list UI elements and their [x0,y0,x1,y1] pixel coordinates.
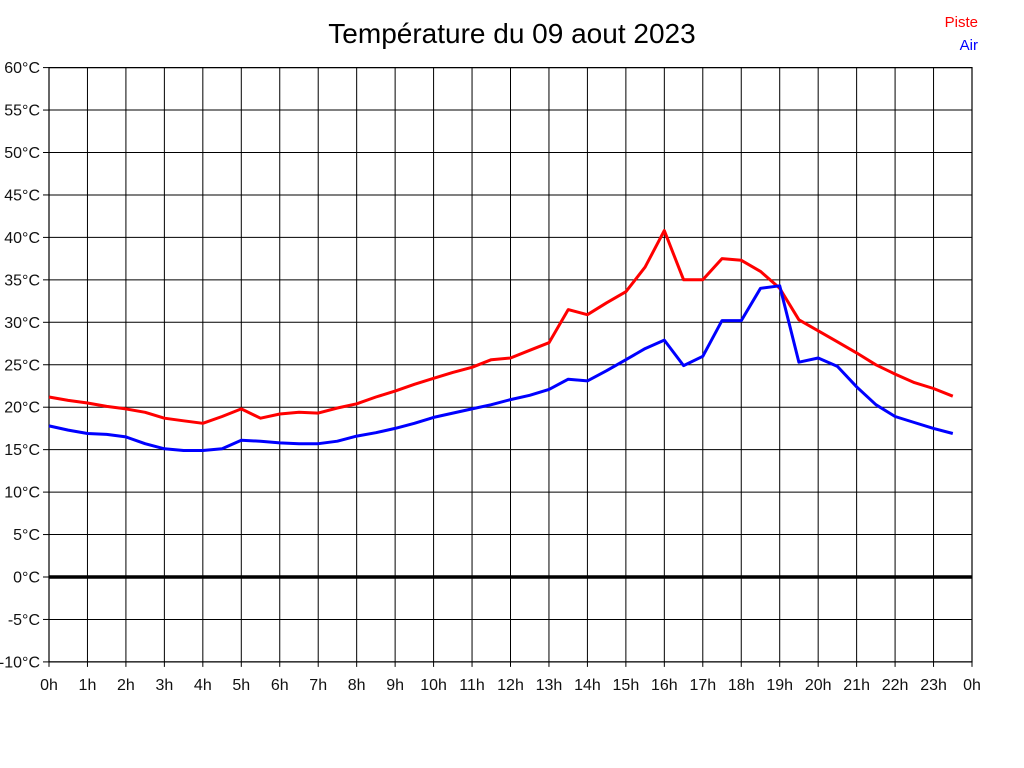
y-axis-tick-label: 40°C [4,230,40,247]
x-axis-tick-label: 19h [766,677,793,694]
x-axis-tick-label: 15h [613,677,640,694]
y-axis-tick-label: -10°C [0,654,40,671]
x-axis-tick-label: 2h [117,677,135,694]
y-axis-tick-label: 15°C [4,442,40,459]
legend: Piste Air [945,11,978,57]
x-axis-tick-label: 0h [963,677,981,694]
x-axis-tick-label: 16h [651,677,678,694]
x-axis-tick-label: 12h [497,677,524,694]
x-axis-tick-label: 5h [232,677,250,694]
y-axis-tick-label: 0°C [13,570,40,587]
x-axis-tick-label: 9h [386,677,404,694]
y-axis-tick-label: 35°C [4,272,40,289]
y-axis-tick-label: 25°C [4,357,40,374]
x-axis-tick-label: 18h [728,677,755,694]
x-axis-tick-label: 17h [689,677,716,694]
x-axis-tick-label: 13h [536,677,563,694]
x-axis-tick-label: 7h [309,677,327,694]
y-axis-tick-label: 50°C [4,145,40,162]
y-axis-tick-label: -5°C [8,612,40,629]
series-air-line [48,284,954,452]
x-axis-tick-label: 8h [348,677,366,694]
y-axis-tick-label: 55°C [4,103,40,120]
plot-border [48,66,973,663]
x-axis-tick-label: 20h [805,677,832,694]
y-axis-tick-label: 5°C [13,527,40,544]
y-axis-tick-label: 30°C [4,315,40,332]
x-axis-tick-label: 21h [843,677,870,694]
x-axis-tick-label: 10h [420,677,447,694]
legend-piste-label: Piste [944,14,978,31]
x-axis-tick-label: 14h [574,677,601,694]
x-axis-tick-label: 3h [155,677,173,694]
x-axis-tick-label: 11h [459,677,485,694]
x-axis-tick-label: 4h [194,677,212,694]
y-axis-tick-label: 45°C [4,187,40,204]
x-axis-tick-label: 0h [40,677,58,694]
y-axis-tick-label: 20°C [4,400,40,417]
x-axis-tick-label: 6h [271,677,289,694]
y-axis-tick-label: 10°C [4,485,40,502]
y-axis-tick-label: 60°C [4,60,40,77]
x-axis-tick-label: 22h [882,677,909,694]
chart-title: Température du 09 aout 2023 [328,18,696,49]
x-axis-tick-label: 1h [79,677,97,694]
series-piste-line [48,229,954,425]
legend-air-label: Air [959,37,978,54]
x-axis-tick-label: 23h [920,677,947,694]
